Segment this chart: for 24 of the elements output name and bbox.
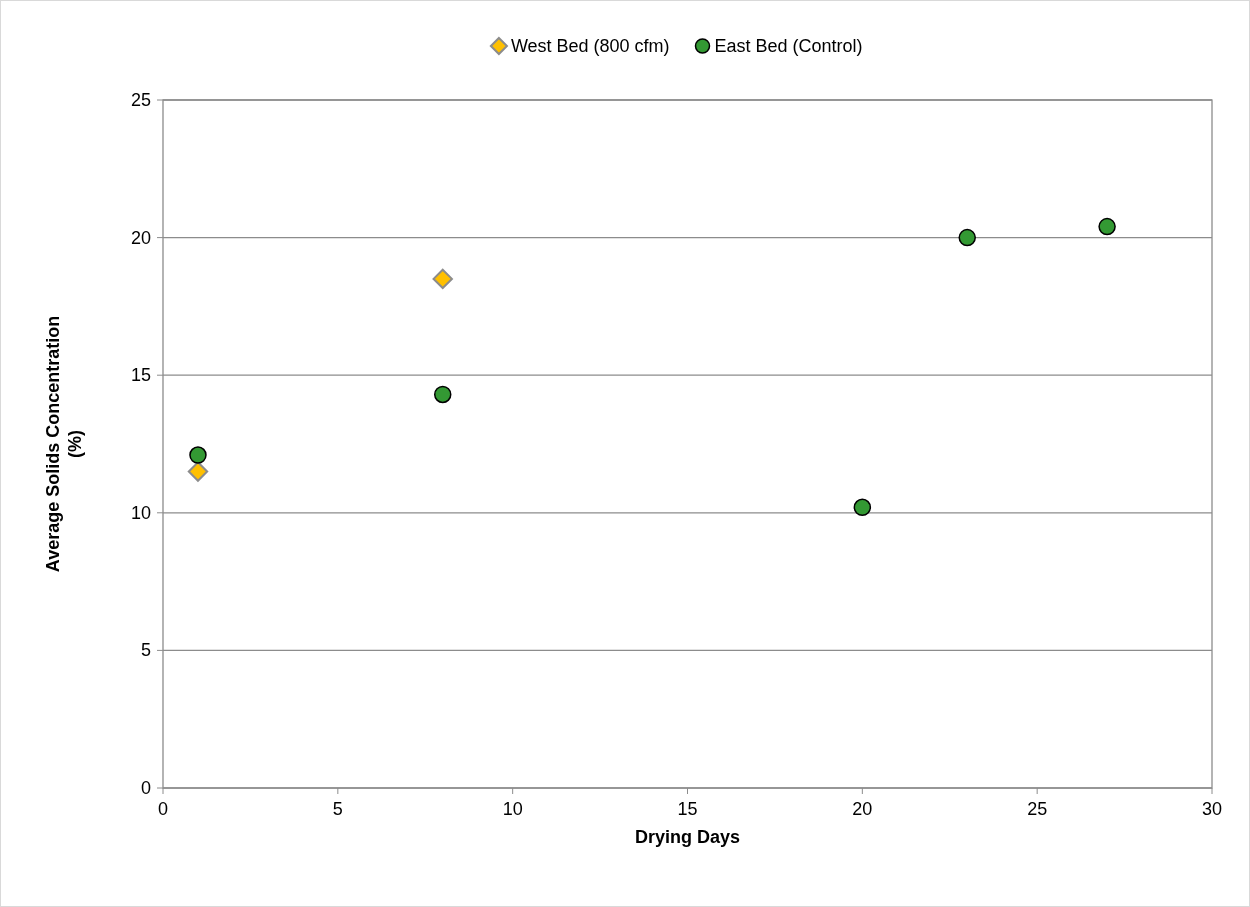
point <box>187 461 209 482</box>
x-tick-label: 10 <box>502 799 523 819</box>
x-tick-label: 25 <box>1027 799 1048 819</box>
y-tick-label: 25 <box>130 90 151 110</box>
point <box>853 498 872 517</box>
point <box>433 385 452 404</box>
point <box>1098 217 1116 236</box>
point <box>189 446 207 464</box>
point <box>958 228 976 247</box>
y-tick-label: 0 <box>140 778 151 798</box>
legend-label: West Bed (800 cfm) <box>510 36 670 56</box>
point <box>432 268 453 290</box>
y-tick-label: 10 <box>130 502 151 523</box>
x-tick-label: 30 <box>1201 799 1223 819</box>
x-tick-label: 5 <box>332 799 343 819</box>
x-axis-title: Drying Days <box>634 827 741 847</box>
x-tick-label: 0 <box>157 799 169 819</box>
y-axis-title: Average Solids Concentration (%) <box>43 315 85 573</box>
y-tick-label: 20 <box>130 227 151 248</box>
legend-label: East Bed (Control) <box>714 36 863 56</box>
y-tick-label: 15 <box>130 365 151 386</box>
x-tick-label: 15 <box>677 799 698 819</box>
y-tick-label: 5 <box>140 640 151 661</box>
x-tick-label: 20 <box>852 799 873 819</box>
